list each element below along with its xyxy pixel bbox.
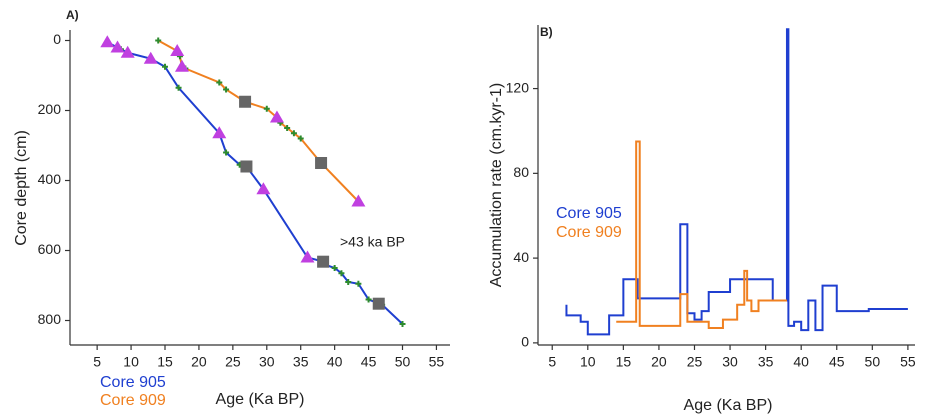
x-tick-label: 10	[123, 354, 139, 370]
x-tick-label: 25	[225, 354, 241, 370]
x-tick-label: 45	[829, 354, 845, 370]
x-tick-label: 55	[900, 354, 916, 370]
triangle-marker	[170, 44, 185, 56]
data-point	[162, 63, 168, 70]
triangle-marker	[212, 126, 227, 139]
data-point	[297, 135, 304, 142]
series-line	[106, 41, 404, 325]
x-tick-label: 10	[580, 354, 596, 370]
triangle-marker	[120, 45, 135, 58]
x-tick-label: 25	[687, 354, 703, 370]
data-point	[345, 279, 352, 285]
y-tick-label: 0	[521, 334, 529, 350]
square-marker	[317, 255, 330, 268]
x-tick-label: 20	[191, 354, 207, 370]
data-point	[175, 84, 182, 91]
x-tick-label: 50	[395, 354, 411, 370]
panel-title: A)	[66, 8, 79, 22]
y-tick-label: 600	[38, 241, 62, 257]
x-tick-label: 45	[361, 354, 377, 370]
triangle-marker	[143, 51, 158, 64]
panel-title: B)	[540, 25, 553, 39]
series-line	[616, 140, 787, 330]
x-tick-label: 35	[758, 354, 774, 370]
y-tick-label: 40	[513, 249, 529, 265]
legend-entry: Core 905	[556, 205, 622, 222]
y-tick-label: 80	[513, 164, 529, 180]
series-line	[157, 39, 360, 203]
data-point	[263, 105, 270, 112]
x-axis-label: Age (Ka BP)	[684, 397, 773, 414]
triangle-marker	[269, 110, 284, 123]
x-tick-label: 30	[259, 354, 275, 370]
series-line	[565, 28, 908, 336]
data-point	[284, 125, 291, 131]
data-point	[331, 265, 338, 271]
y-axis-label: Core depth (cm)	[13, 130, 30, 246]
data-point	[399, 321, 406, 327]
data-point	[355, 280, 362, 287]
triangle-marker	[110, 40, 125, 53]
y-tick-label: 120	[506, 79, 530, 95]
x-tick-label: 5	[548, 354, 556, 370]
legend-entry: Core 909	[100, 392, 166, 409]
square-marker	[315, 157, 328, 169]
x-tick-label: 40	[793, 354, 809, 370]
triangle-marker	[300, 250, 315, 263]
x-axis-label: Age (Ka BP)	[216, 391, 305, 408]
legend-entry: Core 909	[556, 224, 622, 241]
data-point	[155, 37, 162, 44]
annotation: >43 ka BP	[340, 234, 405, 250]
y-tick-label: 800	[38, 311, 62, 327]
triangle-marker	[174, 59, 189, 72]
triangle-marker	[256, 182, 271, 195]
data-point	[290, 130, 297, 137]
square-marker	[239, 95, 252, 108]
x-tick-label: 30	[722, 354, 738, 370]
legend-entry: Core 905	[100, 374, 166, 391]
data-point	[223, 149, 230, 156]
y-tick-label: 400	[38, 171, 62, 187]
x-tick-label: 40	[327, 354, 343, 370]
y-tick-label: 0	[53, 31, 61, 47]
y-tick-label: 200	[38, 101, 62, 117]
x-tick-label: 15	[616, 354, 632, 370]
data-point	[365, 296, 372, 303]
data-point	[223, 86, 230, 93]
square-marker	[240, 160, 253, 173]
triangle-marker	[351, 194, 366, 207]
square-marker	[372, 297, 385, 310]
x-tick-label: 5	[93, 354, 101, 370]
x-tick-label: 35	[293, 354, 309, 370]
data-point	[216, 79, 223, 86]
y-axis-label: Accumulation rate (cm.kyr-1)	[488, 83, 505, 288]
x-tick-label: 15	[157, 354, 173, 370]
x-tick-label: 20	[651, 354, 667, 370]
data-point	[338, 270, 345, 277]
x-tick-label: 55	[429, 354, 445, 370]
x-tick-label: 50	[865, 354, 881, 370]
triangle-marker	[100, 35, 115, 48]
